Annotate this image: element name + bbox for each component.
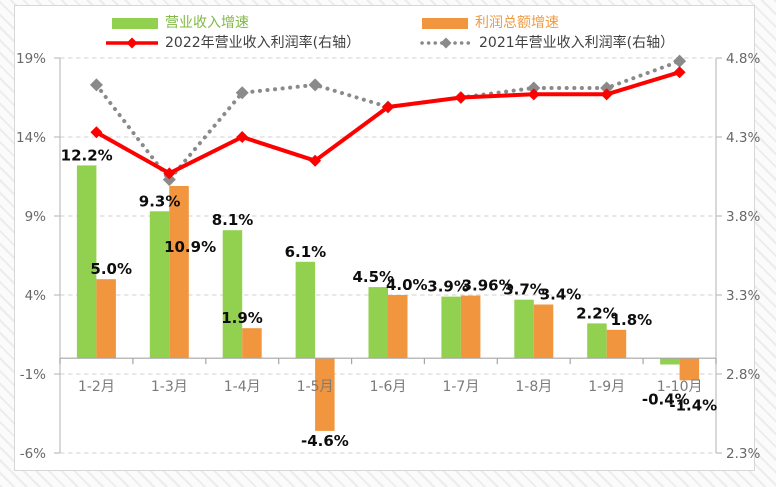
- legend-label-margin-2021: 2021年营业收入利润率(右轴）: [479, 35, 675, 51]
- svg-text:14%: 14%: [16, 130, 46, 146]
- svg-text:3.96%: 3.96%: [462, 277, 514, 295]
- svg-text:-1%: -1%: [20, 367, 46, 383]
- axis-frame: [54, 57, 722, 454]
- svg-text:6.1%: 6.1%: [285, 243, 327, 261]
- svg-text:-6%: -6%: [20, 446, 46, 462]
- x-axis-labels: 1-2月 1-3月 1-4月 1-5月 1-6月 1-7月 1-8月 1-9月 1-10月: [78, 379, 703, 395]
- solid-line-marker-icon: [106, 37, 158, 49]
- svg-text:8.1%: 8.1%: [212, 211, 254, 229]
- svg-text:4.8%: 4.8%: [726, 51, 760, 67]
- svg-text:3.8%: 3.8%: [726, 209, 760, 225]
- svg-text:9%: 9%: [25, 209, 47, 225]
- svg-text:4.3%: 4.3%: [726, 130, 760, 146]
- svg-text:1.9%: 1.9%: [221, 309, 263, 327]
- svg-text:10.9%: 10.9%: [164, 238, 216, 256]
- profit-growth-bars: [96, 186, 700, 431]
- svg-text:19%: 19%: [16, 51, 46, 67]
- legend-label-margin-2022: 2022年营业收入利润率(右轴）: [165, 35, 361, 51]
- svg-text:1-5月: 1-5月: [297, 379, 334, 395]
- svg-text:5.0%: 5.0%: [90, 260, 132, 278]
- legend-item-margin-2022: 2022年营业收入利润率(右轴）: [106, 33, 360, 53]
- svg-text:-4.6%: -4.6%: [301, 432, 349, 450]
- bar-data-labels: 12.2% 9.3% 8.1% 6.1% 4.5% 3.9% 3.7% 2.2% -0.4% 5.…: [61, 146, 718, 450]
- svg-text:1-8月: 1-8月: [515, 379, 552, 395]
- svg-text:2.8%: 2.8%: [726, 367, 760, 383]
- line-2021-margin: [89, 54, 687, 187]
- legend-item-revenue-growth: 营业收入增速: [112, 13, 249, 33]
- dotted-line-marker-icon: [420, 37, 472, 49]
- svg-text:4.0%: 4.0%: [386, 276, 428, 294]
- svg-text:3.4%: 3.4%: [540, 286, 582, 304]
- svg-text:1-4月: 1-4月: [224, 379, 261, 395]
- svg-text:1-2月: 1-2月: [78, 379, 115, 395]
- svg-text:3.3%: 3.3%: [726, 288, 760, 304]
- category-axis: [59, 357, 717, 365]
- legend-item-margin-2021: 2021年营业收入利润率(右轴）: [420, 33, 674, 53]
- svg-text:1-7月: 1-7月: [442, 379, 479, 395]
- svg-text:-0.4%: -0.4%: [642, 391, 690, 409]
- line-2022-margin: [90, 66, 686, 180]
- legend-label-revenue-growth: 营业收入增速: [165, 15, 249, 31]
- svg-text:2.3%: 2.3%: [726, 446, 760, 462]
- legend-label-profit-growth: 利润总额增速: [475, 15, 559, 31]
- svg-text:1-10月: 1-10月: [657, 379, 703, 395]
- chart-panel: [14, 5, 755, 471]
- right-axis-labels: 4.8% 4.3% 3.8% 3.3% 2.8% 2.3%: [726, 51, 760, 462]
- svg-text:9.3%: 9.3%: [139, 192, 181, 210]
- svg-text:3.9%: 3.9%: [427, 278, 469, 296]
- revenue-growth-swatch: [112, 17, 158, 29]
- svg-text:1-3月: 1-3月: [151, 379, 188, 395]
- svg-text:1-6月: 1-6月: [370, 379, 407, 395]
- left-axis-labels: 19% 14% 9% 4% -1% -6%: [16, 51, 46, 462]
- legend-item-profit-growth: 利润总额增速: [422, 13, 559, 33]
- svg-text:4%: 4%: [25, 288, 47, 304]
- revenue-growth-bars: [76, 165, 680, 365]
- svg-text:2.2%: 2.2%: [576, 304, 618, 322]
- profit-growth-swatch: [422, 17, 468, 29]
- svg-text:-1.4%: -1.4%: [669, 396, 717, 414]
- svg-text:12.2%: 12.2%: [61, 146, 113, 164]
- svg-text:1.8%: 1.8%: [611, 311, 653, 329]
- svg-text:3.7%: 3.7%: [503, 281, 545, 299]
- svg-text:4.5%: 4.5%: [352, 268, 394, 286]
- svg-text:1-9月: 1-9月: [588, 379, 625, 395]
